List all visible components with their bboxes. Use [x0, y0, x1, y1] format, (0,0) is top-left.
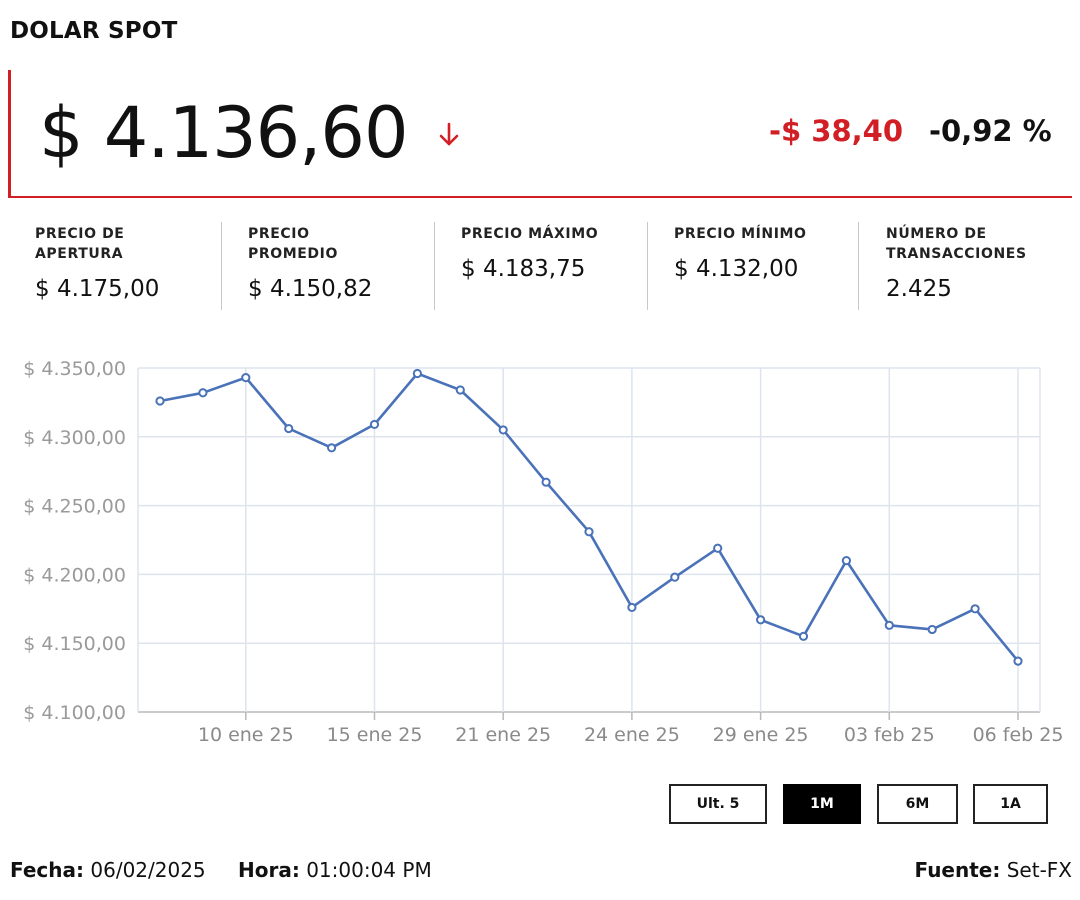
price-change-absolute: -$ 38,40 [769, 114, 904, 148]
hora-label: Hora: [238, 858, 300, 882]
x-tick-label: 24 ene 25 [584, 724, 680, 746]
stat-label: PRECIO MÁXIMO [461, 226, 599, 242]
range-button-ult5[interactable]: Ult. 5 [669, 784, 767, 824]
price-panel: $ 4.136,60 -$ 38,40 -0,92 % [8, 70, 1072, 198]
data-point [884, 620, 894, 630]
y-tick-label: $ 4.250,00 [23, 496, 126, 518]
data-point [198, 388, 208, 398]
data-point [970, 604, 980, 614]
stat-apertura: PRECIO DE APERTURA $ 4.175,00 [35, 222, 222, 310]
fecha-value: 06/02/2025 [90, 858, 206, 882]
arrow-down-icon [439, 122, 459, 146]
data-point [798, 631, 809, 641]
stat-value: 2.425 [886, 276, 952, 302]
stat-label: PRECIO DE APERTURA [35, 226, 125, 262]
data-point [584, 527, 594, 537]
y-tick-label: $ 4.150,00 [23, 633, 126, 655]
y-tick-label: $ 4.100,00 [23, 702, 126, 724]
y-tick-label: $ 4.300,00 [23, 427, 126, 449]
data-point [541, 477, 551, 487]
data-point [627, 602, 637, 613]
data-point [241, 373, 251, 383]
x-tick-label: 10 ene 25 [198, 724, 294, 746]
stat-label: NÚMERO DE TRANSACCIONES [886, 226, 1027, 262]
stat-minimo: PRECIO MÍNIMO $ 4.132,00 [674, 222, 859, 310]
price-change-percent: -0,92 % [929, 114, 1052, 148]
x-tick-label: 15 ene 25 [327, 724, 423, 746]
range-button-6m[interactable]: 6M [877, 784, 958, 824]
data-point [284, 423, 294, 434]
data-point [369, 419, 380, 430]
data-point [455, 385, 465, 395]
data-point [327, 443, 337, 453]
fuente-value: Set-FX [1006, 858, 1072, 882]
hora-value: 01:00:04 PM [306, 858, 432, 882]
current-price: $ 4.136,60 [39, 92, 409, 174]
y-tick-label: $ 4.350,00 [23, 358, 126, 380]
stat-transacciones: NÚMERO DE TRANSACCIONES 2.425 [886, 222, 1076, 310]
data-point [713, 543, 723, 553]
page-title: DOLAR SPOT [10, 18, 178, 44]
fecha-label: Fecha: [10, 858, 85, 882]
price-chart: $ 4.100,00 $ 4.150,00 $ 4.200,00 $ 4.250,00… [0, 350, 1080, 750]
footer-date: Fecha: 06/02/2025 [10, 858, 206, 882]
stat-promedio: PRECIO PROMEDIO $ 4.150,82 [248, 222, 435, 310]
data-point [841, 556, 852, 566]
stat-value: $ 4.183,75 [461, 256, 586, 282]
data-point [927, 624, 937, 635]
stat-label: PRECIO MÍNIMO [674, 226, 807, 242]
x-tick-label: 29 ene 25 [713, 724, 809, 746]
stat-value: $ 4.175,00 [35, 276, 160, 302]
data-point [412, 368, 422, 379]
y-tick-label: $ 4.200,00 [23, 564, 126, 586]
data-point [1013, 656, 1023, 666]
stats-row: PRECIO DE APERTURA $ 4.175,00 PRECIO PRO… [0, 222, 1080, 314]
stat-maximo: PRECIO MÁXIMO $ 4.183,75 [461, 222, 648, 310]
line-chart: $ 4.100,00 $ 4.150,00 $ 4.200,00 $ 4.250,00… [23, 358, 1064, 746]
stat-value: $ 4.150,82 [248, 276, 373, 302]
data-point [155, 396, 165, 406]
data-point [670, 572, 680, 582]
stat-label: PRECIO PROMEDIO [248, 226, 338, 262]
footer-time: Hora: 01:00:04 PM [238, 858, 432, 882]
range-button-1a[interactable]: 1A [973, 784, 1048, 824]
x-tick-label: 03 feb 25 [844, 724, 935, 746]
x-tick-label: 06 feb 25 [973, 724, 1064, 746]
data-point [498, 425, 508, 435]
fuente-label: Fuente: [914, 858, 1001, 882]
data-point [756, 615, 766, 625]
stat-value: $ 4.132,00 [674, 256, 799, 282]
range-button-1m[interactable]: 1M [783, 784, 861, 824]
x-tick-label: 21 ene 25 [455, 724, 551, 746]
footer-source: Fuente: Set-FX [915, 858, 1072, 882]
